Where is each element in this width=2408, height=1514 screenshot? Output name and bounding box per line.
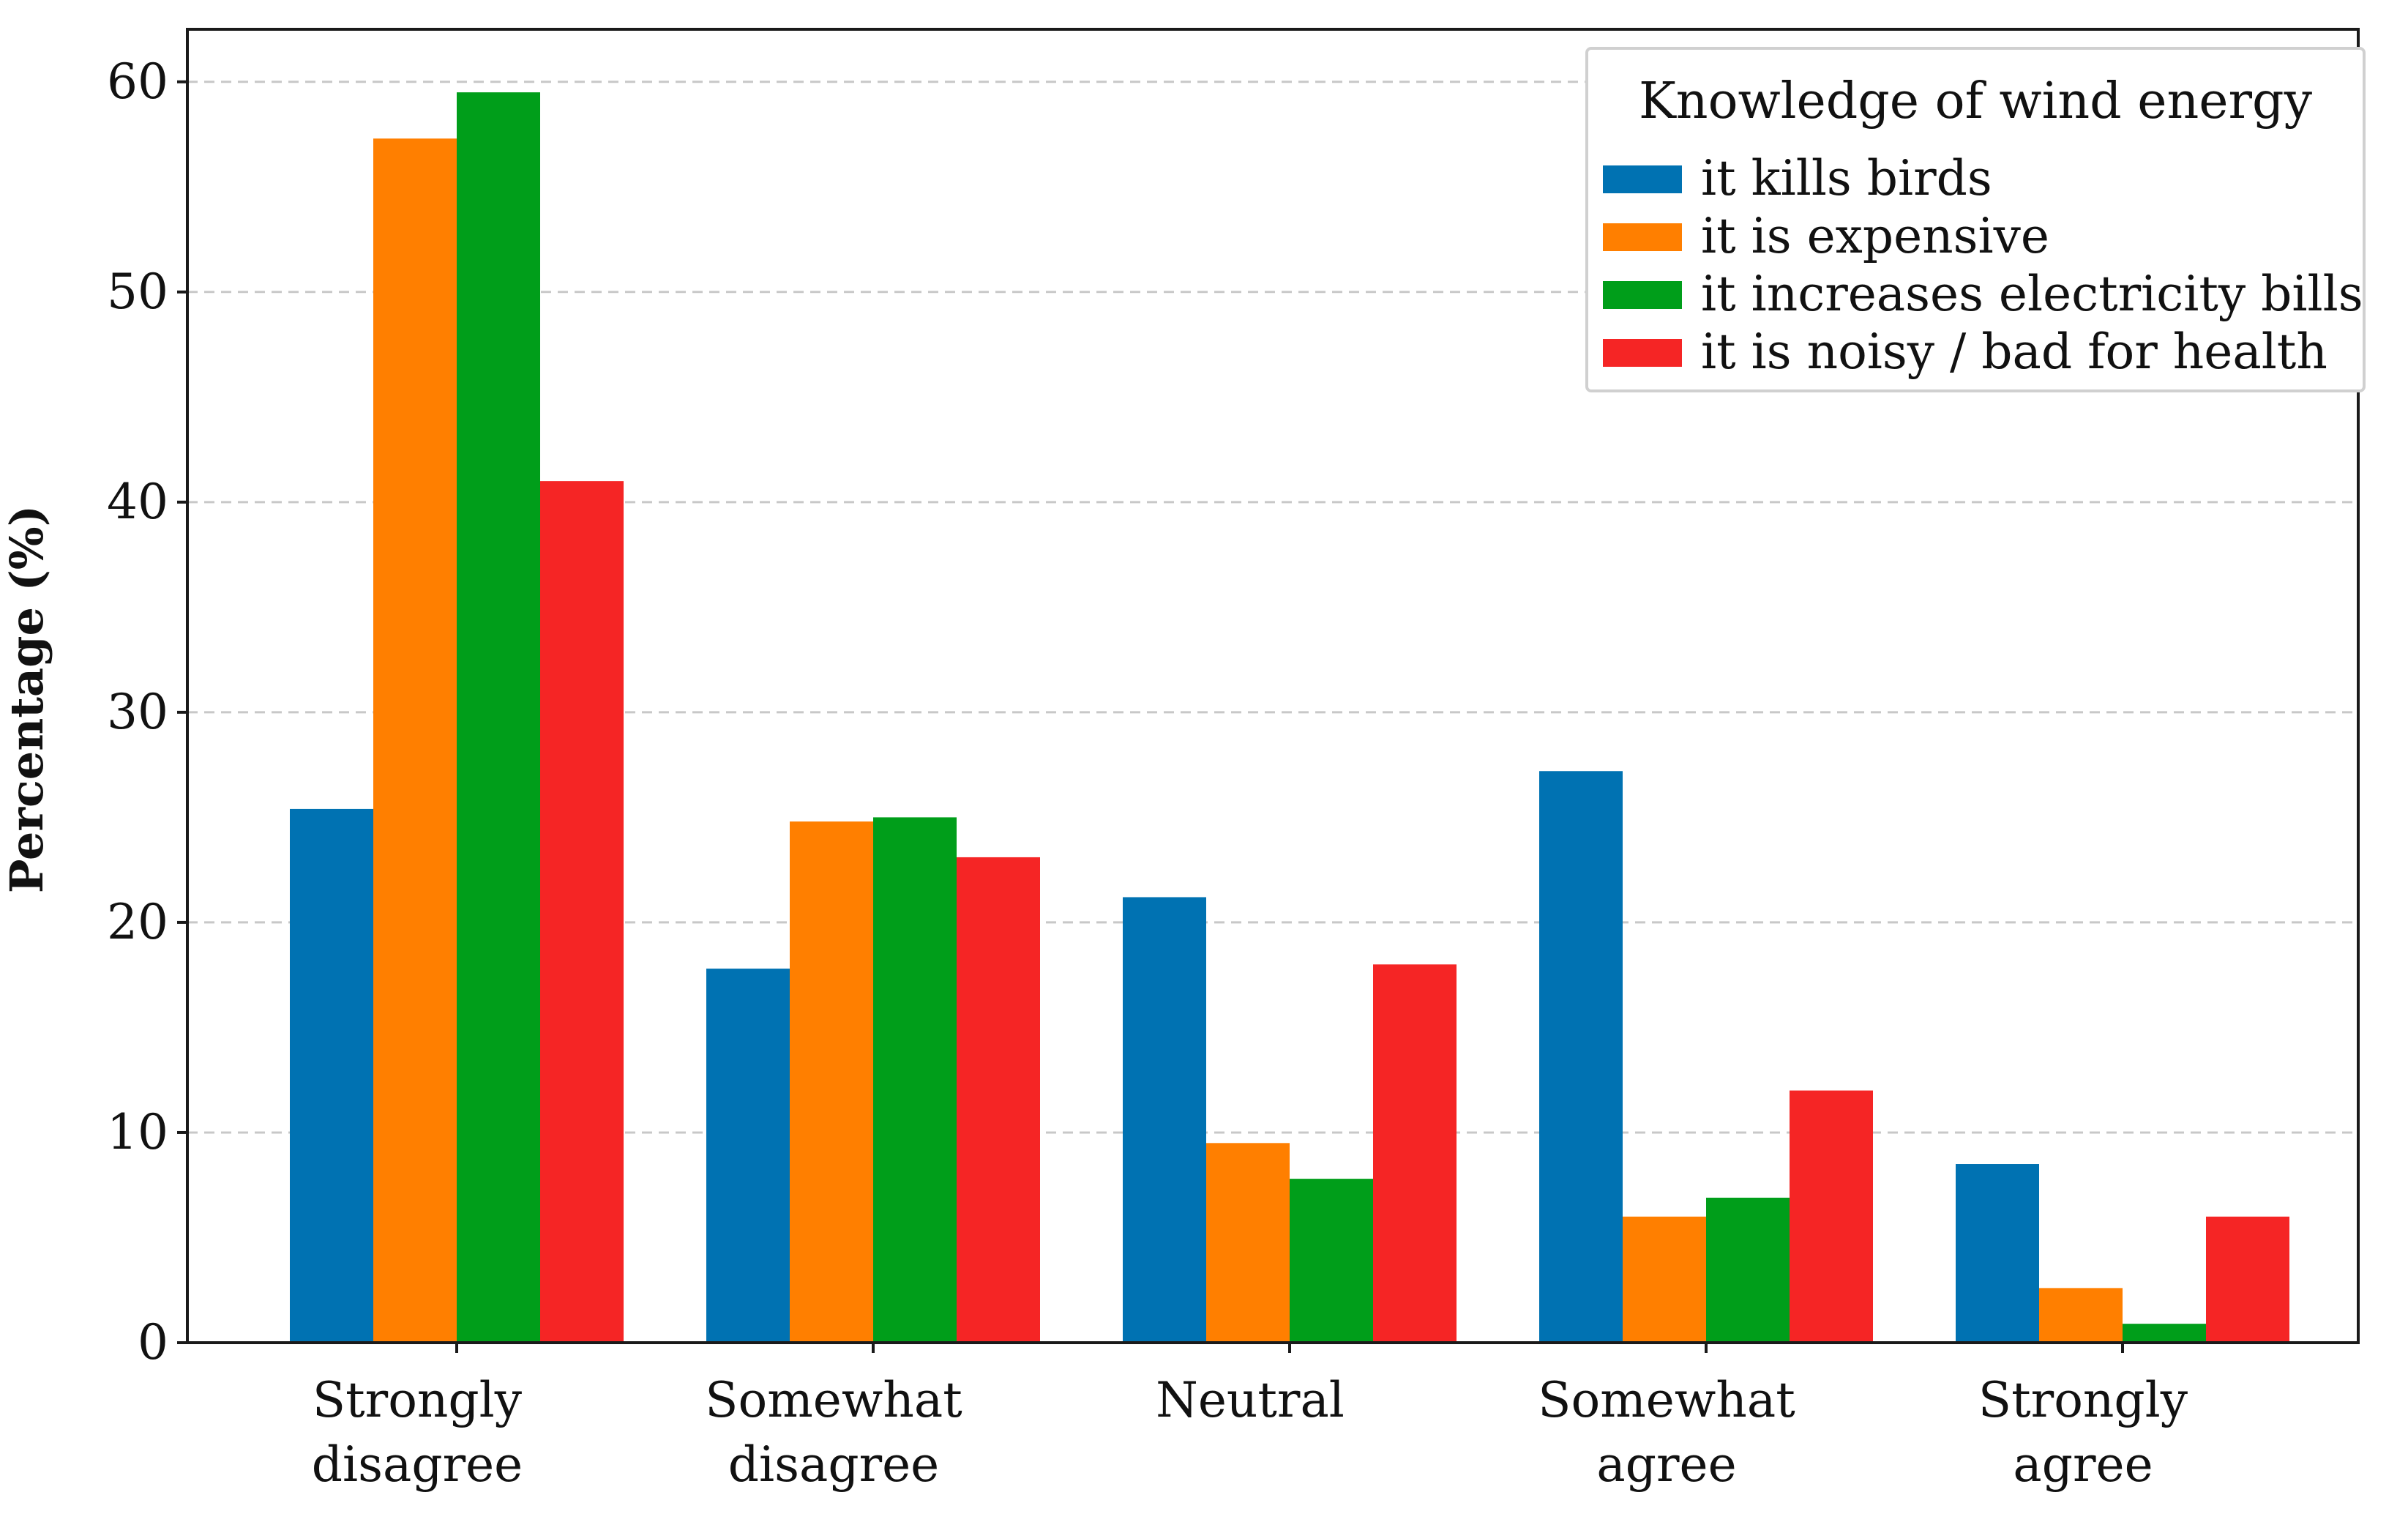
y-tick-label: 20: [107, 894, 168, 950]
bar-it-is-noisy-bad-for-health-3: [1790, 1090, 1873, 1343]
y-tick-label: 10: [107, 1104, 168, 1160]
bar-it-increases-electricity-bills-2: [1290, 1179, 1373, 1343]
legend-entry: it kills birds: [1701, 150, 1992, 206]
legend-title: Knowledge of wind energy: [1639, 72, 2313, 130]
x-tick-label: disagree: [312, 1436, 523, 1493]
x-tick-label: agree: [2013, 1436, 2153, 1493]
bar-it-increases-electricity-bills-0: [457, 92, 540, 1343]
bar-it-kills-birds-0: [290, 808, 373, 1343]
x-tick-label: Neutral: [1156, 1372, 1345, 1428]
legend-entry: it is expensive: [1701, 208, 2049, 264]
bar-it-kills-birds-2: [1123, 897, 1206, 1343]
y-axis-ticks: 0 10 20 30 40 50 60: [107, 53, 187, 1371]
x-tick-label: disagree: [728, 1436, 940, 1493]
legend-entry: it is noisy / bad for health: [1701, 324, 2327, 380]
bar-it-kills-birds-4: [1956, 1164, 2039, 1343]
x-tick-label: Somewhat: [705, 1372, 962, 1428]
x-tick-label: Strongly: [1978, 1372, 2188, 1428]
y-tick-label: 0: [138, 1314, 168, 1371]
bar-it-is-expensive-2: [1206, 1143, 1290, 1343]
y-tick-label: 60: [107, 53, 168, 110]
y-axis-label: Percentage (%): [0, 505, 53, 893]
bar-it-kills-birds-1: [706, 969, 790, 1343]
bar-it-is-expensive-3: [1623, 1216, 1706, 1343]
bar-it-is-expensive-1: [790, 821, 873, 1343]
legend-box: [1585, 47, 2366, 392]
x-tick-label: Somewhat: [1538, 1372, 1795, 1428]
bar-it-increases-electricity-bills-4: [2123, 1324, 2206, 1343]
bars: [290, 92, 2289, 1343]
bar-it-is-expensive-4: [2039, 1288, 2123, 1343]
bar-it-is-noisy-bad-for-health-1: [957, 857, 1040, 1343]
bar-it-increases-electricity-bills-1: [873, 817, 957, 1343]
legend-entry: it increases electricity bills: [1701, 266, 2363, 322]
bar-it-increases-electricity-bills-3: [1706, 1197, 1790, 1343]
x-tick-label: Strongly: [313, 1372, 523, 1428]
legend-swatch: [1603, 339, 1682, 367]
axes: [186, 28, 2360, 1344]
legend-swatch: [1603, 281, 1682, 309]
bar-it-is-noisy-bad-for-health-0: [540, 481, 624, 1343]
x-axis-ticks: Strongly disagree Somewhat disagree Neutral S…: [312, 1343, 2188, 1493]
legend-swatch: [1603, 223, 1682, 251]
bar-it-is-noisy-bad-for-health-2: [1373, 964, 1457, 1343]
y-tick-label: 40: [107, 474, 168, 530]
plot-frame: [186, 28, 2360, 1344]
legend-swatch: [1603, 165, 1682, 193]
bar-it-is-noisy-bad-for-health-4: [2206, 1216, 2289, 1343]
x-tick-label: agree: [1596, 1436, 1736, 1493]
y-tick-label: 50: [107, 264, 168, 320]
bar-it-kills-birds-3: [1539, 771, 1623, 1343]
y-tick-label: 30: [107, 684, 168, 740]
bar-it-is-expensive-0: [373, 138, 457, 1343]
